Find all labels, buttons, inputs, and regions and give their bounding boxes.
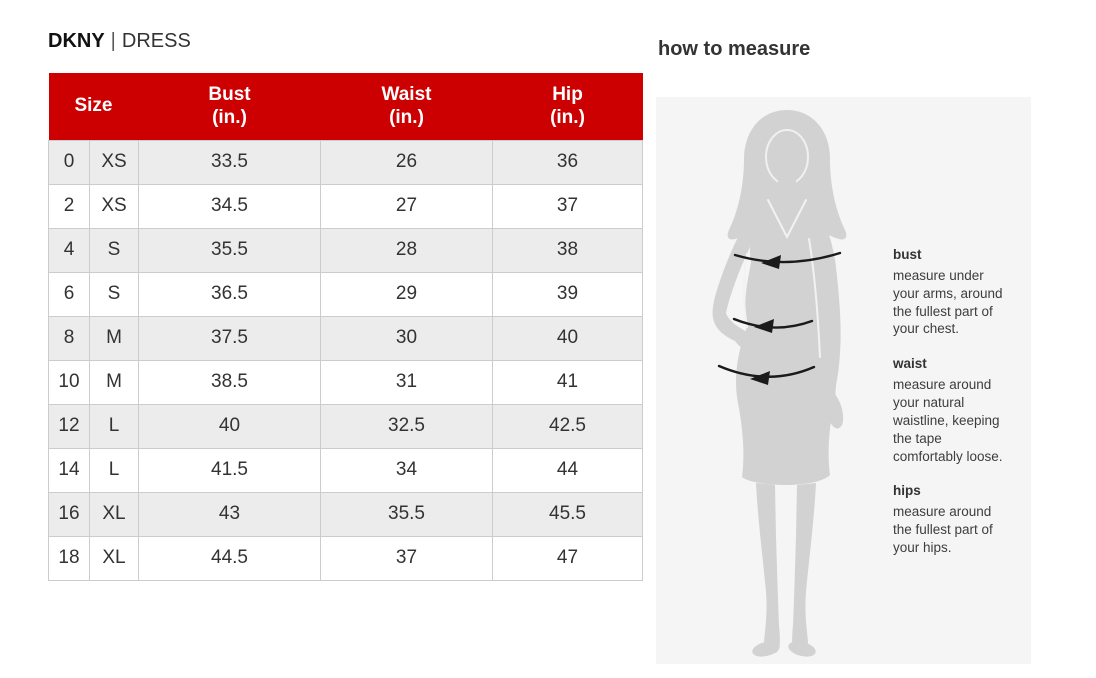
cell-bust: 36.5 [138, 271, 321, 317]
cell-size-letter: XS [89, 183, 139, 229]
size-chart-table: Size Bust (in.) Waist (in.) Hip (in.) 0 … [48, 73, 643, 581]
cell-size-letter: L [89, 447, 139, 493]
cell-waist: 30 [320, 315, 493, 361]
cell-bust: 41.5 [138, 447, 321, 493]
header-cell-size: Size [48, 73, 139, 140]
title-separator: | [110, 30, 116, 52]
size-row: 12 L 40 32.5 42.5 [48, 403, 643, 449]
size-row: 6 S 36.5 29 39 [48, 271, 643, 317]
measure-section-hips: hips measure around the fullest part of … [893, 483, 1009, 556]
cell-waist: 29 [320, 271, 493, 317]
cell-size-letter: M [89, 359, 139, 405]
cell-bust: 34.5 [138, 183, 321, 229]
cell-bust: 33.5 [138, 139, 321, 185]
cell-waist: 37 [320, 535, 493, 581]
cell-waist: 28 [320, 227, 493, 273]
measure-panel: bust measure under your arms, around the… [656, 97, 1031, 664]
cell-bust: 37.5 [138, 315, 321, 361]
header-cell-waist: Waist (in.) [320, 73, 493, 140]
size-row: 0 XS 33.5 26 36 [48, 139, 643, 185]
how-to-measure-title: how to measure [658, 38, 811, 60]
cell-size-letter: XL [89, 535, 139, 581]
hips-measure-arrow-icon [717, 364, 816, 385]
cell-size-letter: L [89, 403, 139, 449]
product-name: DRESS [121, 30, 191, 52]
figure-silhouette [712, 110, 847, 657]
cell-bust: 35.5 [138, 227, 321, 273]
cell-bust: 40 [138, 403, 321, 449]
measure-section-bust: bust measure under your arms, around the… [893, 247, 1009, 338]
waist-measure-arrow-icon [732, 317, 814, 333]
cell-waist: 34 [320, 447, 493, 493]
header-cell-bust: Bust (in.) [138, 73, 321, 140]
cell-waist: 26 [320, 139, 493, 185]
waist-instructions: measure around your natural waistline, k… [893, 377, 1003, 464]
cell-bust: 38.5 [138, 359, 321, 405]
cell-size-number: 6 [48, 271, 90, 317]
measure-section-waist: waist measure around your natural waistl… [893, 356, 1009, 465]
cell-size-letter: S [89, 271, 139, 317]
brand-name: DKNY [48, 30, 105, 52]
cell-size-number: 4 [48, 227, 90, 273]
header-cell-hip: Hip (in.) [492, 73, 643, 140]
cell-size-number: 10 [48, 359, 90, 405]
cell-hip: 41 [492, 359, 643, 405]
hips-instructions: measure around the fullest part of your … [893, 504, 993, 555]
cell-size-number: 2 [48, 183, 90, 229]
size-chart-header-row: Size Bust (in.) Waist (in.) Hip (in.) [48, 73, 643, 140]
waist-label: waist [893, 356, 927, 372]
cell-bust: 43 [138, 491, 321, 537]
cell-hip: 42.5 [492, 403, 643, 449]
cell-waist: 32.5 [320, 403, 493, 449]
size-row: 14 L 41.5 34 44 [48, 447, 643, 493]
cell-size-number: 16 [48, 491, 90, 537]
cell-waist: 27 [320, 183, 493, 229]
page-title: DKNY | DRESS [48, 30, 191, 53]
size-row: 4 S 35.5 28 38 [48, 227, 643, 273]
measure-instructions: bust measure under your arms, around the… [893, 247, 1009, 575]
size-row: 8 M 37.5 30 40 [48, 315, 643, 361]
cell-size-number: 18 [48, 535, 90, 581]
hips-label: hips [893, 483, 921, 499]
cell-hip: 45.5 [492, 491, 643, 537]
cell-hip: 44 [492, 447, 643, 493]
cell-hip: 47 [492, 535, 643, 581]
cell-bust: 44.5 [138, 535, 321, 581]
cell-size-letter: XL [89, 491, 139, 537]
cell-size-letter: M [89, 315, 139, 361]
size-row: 10 M 38.5 31 41 [48, 359, 643, 405]
cell-waist: 35.5 [320, 491, 493, 537]
cell-size-number: 0 [48, 139, 90, 185]
cell-size-number: 14 [48, 447, 90, 493]
cell-size-letter: XS [89, 139, 139, 185]
measure-figure-illustration [712, 110, 847, 657]
bust-label: bust [893, 247, 922, 262]
cell-hip: 40 [492, 315, 643, 361]
cell-hip: 39 [492, 271, 643, 317]
bust-instructions: measure under your arms, around the full… [893, 268, 1003, 337]
cell-hip: 37 [492, 183, 643, 229]
cell-size-number: 8 [48, 315, 90, 361]
cell-hip: 38 [492, 227, 643, 273]
cell-waist: 31 [320, 359, 493, 405]
cell-size-letter: S [89, 227, 139, 273]
size-row: 2 XS 34.5 27 37 [48, 183, 643, 229]
bust-measure-arrow-icon [733, 251, 842, 269]
cell-hip: 36 [492, 139, 643, 185]
size-row: 16 XL 43 35.5 45.5 [48, 491, 643, 537]
size-row: 18 XL 44.5 37 47 [48, 535, 643, 581]
cell-size-number: 12 [48, 403, 90, 449]
